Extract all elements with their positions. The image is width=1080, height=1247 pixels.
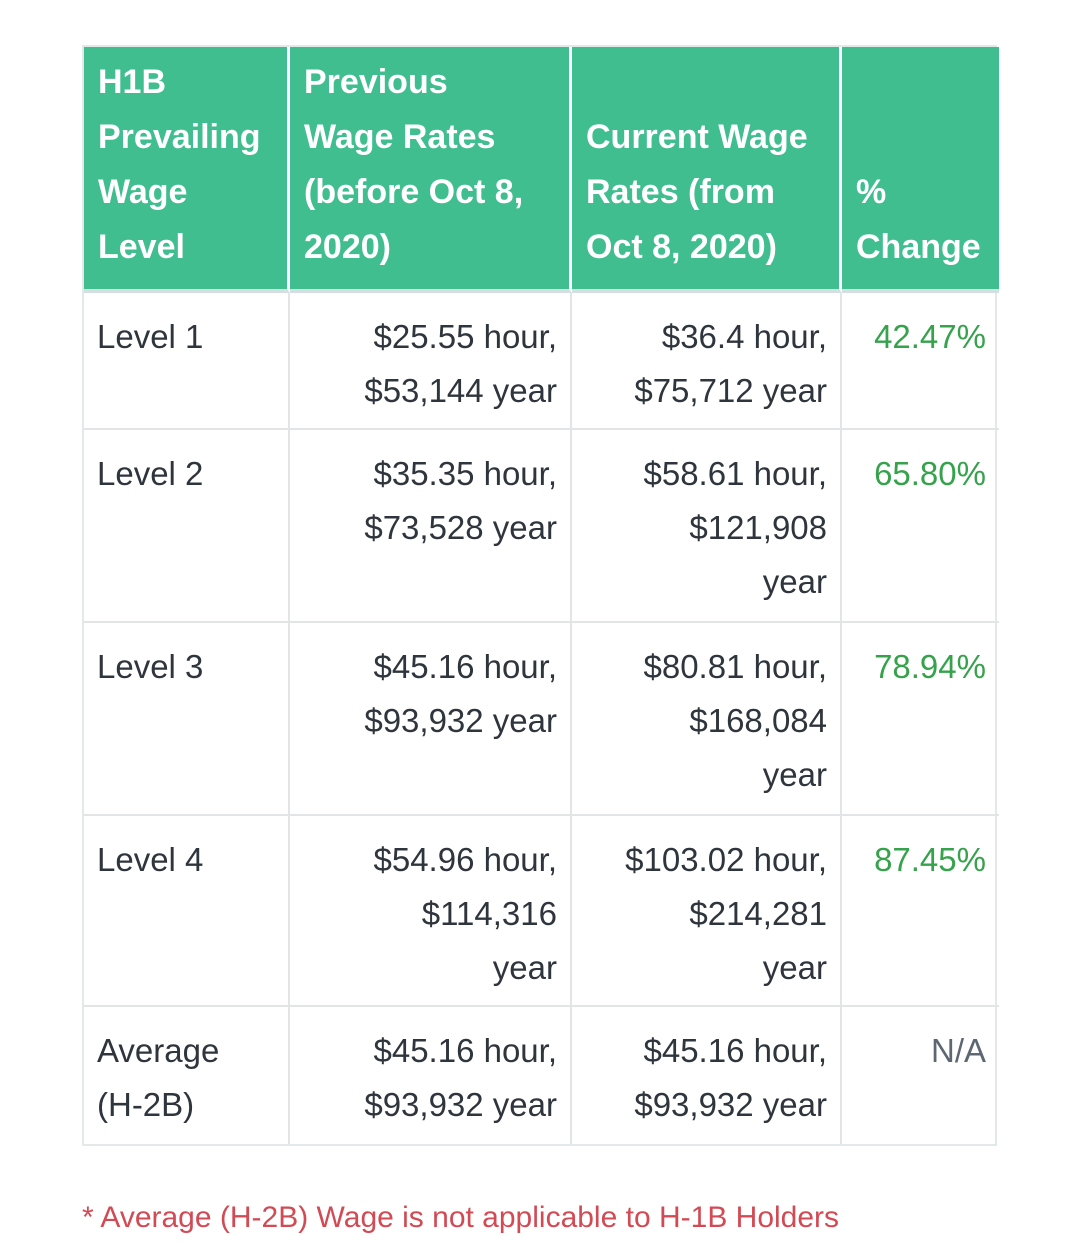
level-cell: Level 1 (84, 293, 290, 430)
previous-wage-cell: $25.55 hour, $53,144 year (290, 293, 572, 430)
table-header: H1B Prevailing Wage Level Previous Wage … (84, 47, 999, 293)
h2b-footnote: * Average (H-2B) Wage is not applicable … (82, 1201, 840, 1234)
header-cell-percent-change: % Change (842, 47, 999, 293)
previous-wage-cell: $45.16 hour, $93,932 year (290, 1007, 572, 1144)
current-wage-cell: $103.02 hour, $214,281 year (572, 816, 842, 1007)
header-cell-wage-level: H1B Prevailing Wage Level (84, 47, 290, 293)
percent-change-cell: 87.45% (842, 816, 999, 1007)
level-cell: Level 2 (84, 430, 290, 623)
table-row-average-h2b: Average (H-2B) $45.16 hour, $93,932 year… (84, 1007, 999, 1144)
table-body: Level 1 $25.55 hour, $53,144 year $36.4 … (84, 293, 999, 1144)
level-cell: Level 4 (84, 816, 290, 1007)
current-wage-cell: $45.16 hour, $93,932 year (572, 1007, 842, 1144)
current-wage-cell: $80.81 hour, $168,084 year (572, 623, 842, 816)
level-cell: Average (H-2B) (84, 1007, 290, 1144)
current-wage-cell: $36.4 hour, $75,712 year (572, 293, 842, 430)
level-cell: Level 3 (84, 623, 290, 816)
wage-table-container: H1B Prevailing Wage Level Previous Wage … (82, 45, 999, 1146)
previous-wage-cell: $35.35 hour, $73,528 year (290, 430, 572, 623)
table-row-level-4: Level 4 $54.96 hour, $114,316 year $103.… (84, 816, 999, 1007)
previous-wage-cell: $45.16 hour, $93,932 year (290, 623, 572, 816)
table-row-level-1: Level 1 $25.55 hour, $53,144 year $36.4 … (84, 293, 999, 430)
current-wage-cell: $58.61 hour, $121,908 year (572, 430, 842, 623)
percent-change-cell: N/A (930, 1032, 986, 1069)
header-cell-current-rates: Current Wage Rates (from Oct 8, 2020) (572, 47, 842, 293)
h1b-wage-table: H1B Prevailing Wage Level Previous Wage … (84, 47, 999, 1144)
percent-change-cell: 42.47% (842, 293, 999, 430)
table-row-level-2: Level 2 $35.35 hour, $73,528 year $58.61… (84, 430, 999, 623)
previous-wage-cell: $54.96 hour, $114,316 year (290, 816, 572, 1007)
header-row: H1B Prevailing Wage Level Previous Wage … (84, 47, 999, 293)
header-cell-previous-rates: Previous Wage Rates (before Oct 8, 2020) (290, 47, 572, 293)
table-row-level-3: Level 3 $45.16 hour, $93,932 year $80.81… (84, 623, 999, 816)
percent-change-cell: 65.80% (842, 430, 999, 623)
percent-change-cell: 78.94% (842, 623, 999, 816)
